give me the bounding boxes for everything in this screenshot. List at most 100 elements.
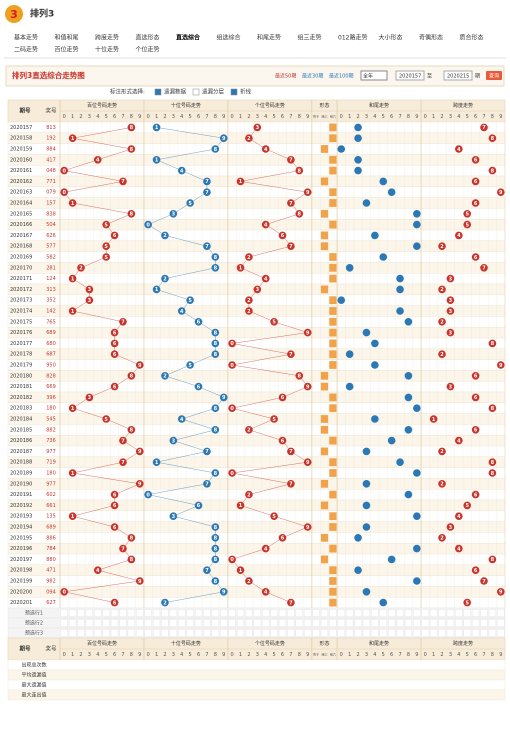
nav-tab[interactable]: 组三走势 <box>298 34 322 42</box>
nav-tab[interactable]: 组选综合 <box>217 34 241 42</box>
preselect-cell[interactable] <box>77 619 85 627</box>
preselect-cell[interactable] <box>262 609 270 617</box>
preselect-cell[interactable] <box>211 629 219 637</box>
preselect-cell[interactable] <box>396 619 404 627</box>
preselect-cell[interactable] <box>270 609 278 617</box>
from-input[interactable] <box>395 70 425 81</box>
preselect-cell[interactable] <box>102 629 110 637</box>
preselect-cell[interactable] <box>480 609 488 617</box>
preselect-cell[interactable] <box>94 609 102 617</box>
preselect-cell[interactable] <box>320 629 329 637</box>
preselect-cell[interactable] <box>169 609 177 617</box>
preselect-cell[interactable] <box>455 619 463 627</box>
preselect-cell[interactable] <box>304 609 312 617</box>
nav-tab[interactable]: 质合形态 <box>460 34 484 42</box>
preselect-cell[interactable] <box>388 609 396 617</box>
preselect-cell[interactable] <box>85 609 93 617</box>
preselect-cell[interactable] <box>463 629 471 637</box>
preselect-cell[interactable] <box>69 619 77 627</box>
preselect-cell[interactable] <box>253 629 261 637</box>
preselect-cell[interactable] <box>136 619 144 627</box>
preselect-cell[interactable] <box>119 609 127 617</box>
preselect-cell[interactable] <box>463 609 471 617</box>
preselect-cell[interactable] <box>194 619 203 627</box>
preselect-cell[interactable] <box>337 629 345 637</box>
preselect-cell[interactable] <box>413 619 421 627</box>
preselect-cell[interactable] <box>421 619 429 627</box>
nav-tab[interactable]: 012路走势 <box>338 34 367 42</box>
preselect-cell[interactable] <box>346 619 354 627</box>
nav-tab[interactable]: 跨度走势 <box>95 34 119 42</box>
nav-tab[interactable]: 奇偶形态 <box>419 34 443 42</box>
recent-filter[interactable]: 最近100期 <box>329 73 354 80</box>
nav-tab[interactable]: 个位走势 <box>136 46 160 54</box>
preselect-cell[interactable] <box>455 609 463 617</box>
preselect-cell[interactable] <box>153 619 161 627</box>
preselect-cell[interactable] <box>354 629 362 637</box>
preselect-cell[interactable] <box>94 629 102 637</box>
preselect-cell[interactable] <box>320 619 329 627</box>
preselect-cell[interactable] <box>379 619 387 627</box>
preselect-cell[interactable] <box>253 619 261 627</box>
preselect-cell[interactable] <box>346 609 354 617</box>
preselect-cell[interactable] <box>111 629 119 637</box>
preselect-cell[interactable] <box>421 629 429 637</box>
nav-tab[interactable]: 百位走势 <box>55 46 79 54</box>
preselect-cell[interactable] <box>60 629 68 637</box>
preselect-cell[interactable] <box>161 629 169 637</box>
preselect-cell[interactable] <box>379 609 387 617</box>
preselect-cell[interactable] <box>111 609 119 617</box>
preselect-cell[interactable] <box>85 629 93 637</box>
preselect-cell[interactable] <box>413 629 421 637</box>
preselect-cell[interactable] <box>329 619 337 627</box>
preselect-cell[interactable] <box>102 609 110 617</box>
nav-tab[interactable]: 和尾走势 <box>257 34 281 42</box>
preselect-cell[interactable] <box>472 609 480 617</box>
preselect-cell[interactable] <box>220 629 228 637</box>
nav-tab[interactable]: 大小形态 <box>379 34 403 42</box>
preselect-cell[interactable] <box>404 629 412 637</box>
preselect-cell[interactable] <box>446 609 454 617</box>
preselect-cell[interactable] <box>245 629 253 637</box>
preselect-cell[interactable] <box>220 619 228 627</box>
nav-tab[interactable]: 十位走势 <box>95 46 119 54</box>
preselect-cell[interactable] <box>362 609 371 617</box>
preselect-cell[interactable] <box>60 619 68 627</box>
preselect-cell[interactable] <box>312 629 320 637</box>
preselect-cell[interactable] <box>362 629 371 637</box>
preselect-cell[interactable] <box>430 629 438 637</box>
preselect-cell[interactable] <box>203 629 211 637</box>
preselect-cell[interactable] <box>497 609 505 617</box>
preselect-cell[interactable] <box>153 609 161 617</box>
option-checkbox[interactable] <box>192 88 200 96</box>
preselect-cell[interactable] <box>396 609 404 617</box>
preselect-cell[interactable] <box>329 629 337 637</box>
preselect-cell[interactable] <box>430 619 438 627</box>
preselect-cell[interactable] <box>178 619 186 627</box>
recent-filter[interactable]: 最近30期 <box>302 73 323 80</box>
preselect-cell[interactable] <box>211 609 219 617</box>
preselect-cell[interactable] <box>337 609 345 617</box>
preselect-cell[interactable] <box>396 629 404 637</box>
preselect-cell[interactable] <box>438 609 446 617</box>
preselect-cell[interactable] <box>446 619 454 627</box>
preselect-cell[interactable] <box>472 629 480 637</box>
preselect-cell[interactable] <box>186 629 194 637</box>
preselect-cell[interactable] <box>127 629 135 637</box>
preselect-cell[interactable] <box>430 609 438 617</box>
preselect-cell[interactable] <box>295 629 303 637</box>
preselect-cell[interactable] <box>245 609 253 617</box>
query-button[interactable] <box>486 71 502 80</box>
preselect-cell[interactable] <box>127 609 135 617</box>
preselect-cell[interactable] <box>245 619 253 627</box>
preselect-cell[interactable] <box>144 619 152 627</box>
preselect-cell[interactable] <box>77 629 85 637</box>
preselect-cell[interactable] <box>161 609 169 617</box>
preselect-cell[interactable] <box>169 619 177 627</box>
preselect-cell[interactable] <box>228 629 236 637</box>
preselect-cell[interactable] <box>488 609 496 617</box>
preselect-cell[interactable] <box>178 609 186 617</box>
preselect-cell[interactable] <box>127 619 135 627</box>
preselect-cell[interactable] <box>236 619 245 627</box>
preselect-cell[interactable] <box>354 609 362 617</box>
